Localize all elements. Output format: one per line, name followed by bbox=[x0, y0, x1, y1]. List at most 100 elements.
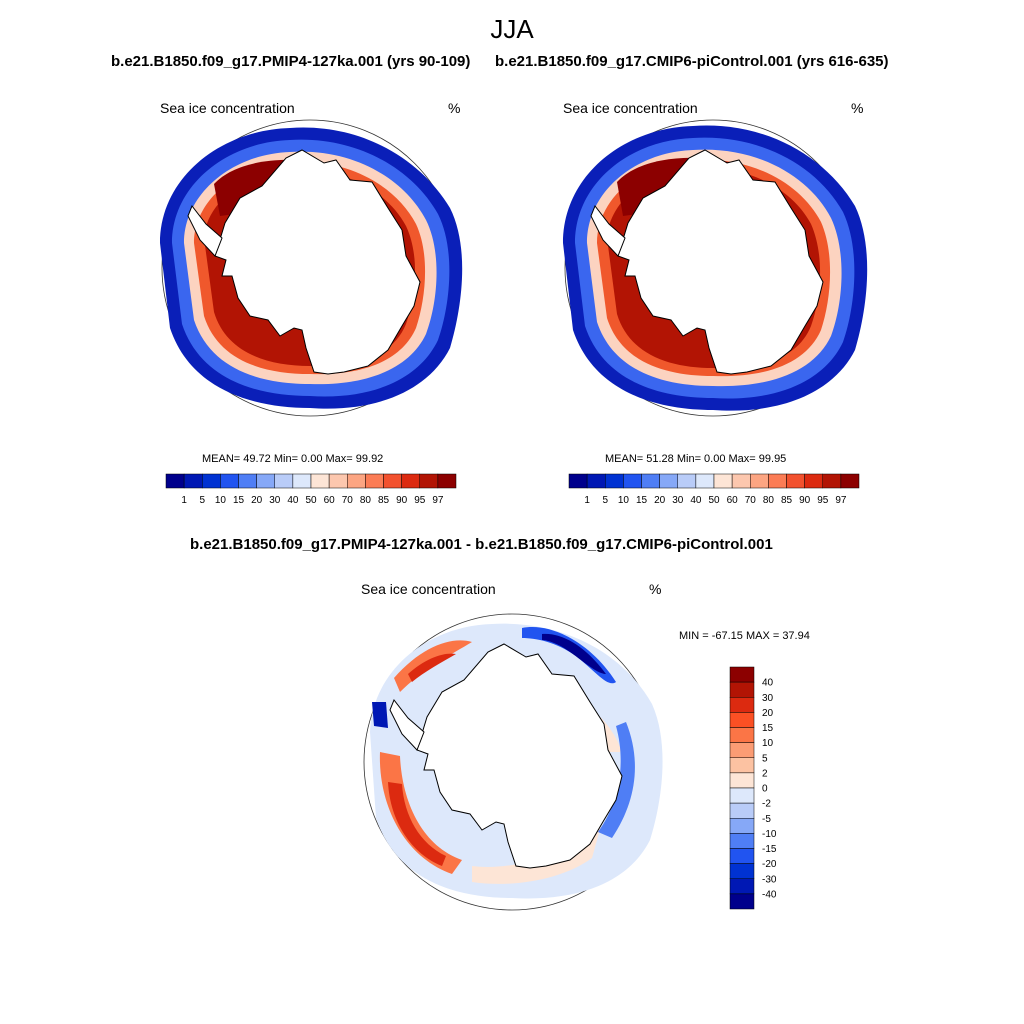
colorbar-tick-label: -5 bbox=[762, 814, 771, 825]
colorbar-tick-label: 80 bbox=[763, 495, 775, 506]
colorbar-tick-label: 70 bbox=[745, 495, 757, 506]
colorbar-tick-label: 15 bbox=[233, 495, 245, 506]
colorbar-tick-label: 50 bbox=[708, 495, 720, 506]
diff-positive-west bbox=[379, 752, 462, 874]
colorbar-swatch bbox=[729, 863, 755, 879]
panel-3-units: % bbox=[649, 581, 662, 597]
colorbar-swatch bbox=[729, 681, 755, 698]
colorbar-panel-2: 1 5 10 15 20 30 40 50 60 70 80 85 90 95 97 bbox=[568, 473, 860, 506]
colorbar-tick-label: 0 bbox=[762, 784, 768, 795]
colorbar-tick-label: 30 bbox=[269, 495, 281, 506]
colorbar-tick-label: 40 bbox=[762, 678, 774, 689]
colorbar-tick-label: 60 bbox=[727, 495, 739, 506]
colorbar-swatch bbox=[768, 473, 787, 489]
colorbar-tick-label: 1 bbox=[584, 495, 590, 506]
colorbar-swatch bbox=[568, 473, 588, 489]
colorbar-tick-label: 15 bbox=[762, 723, 774, 734]
colorbar-swatch bbox=[437, 473, 457, 489]
colorbar-swatch bbox=[729, 848, 755, 864]
colorbar-tick-label: 20 bbox=[251, 495, 263, 506]
colorbar-swatch bbox=[623, 473, 642, 489]
colorbar-swatch bbox=[292, 473, 312, 489]
colorbar-swatch bbox=[677, 473, 697, 489]
colorbar-tick-label: -20 bbox=[762, 859, 777, 870]
panel-3-variable: Sea ice concentration bbox=[361, 581, 496, 597]
colorbar-swatch bbox=[840, 473, 860, 489]
colorbar-tick-label: 2 bbox=[762, 768, 768, 779]
colorbar-swatch bbox=[729, 893, 755, 910]
figure-title: JJA bbox=[490, 14, 534, 44]
colorbar-swatch bbox=[347, 473, 366, 489]
colorbar-tick-label: 5 bbox=[199, 495, 205, 506]
colorbar-swatch bbox=[729, 818, 755, 834]
diff-positive-east bbox=[472, 822, 602, 884]
map-picontrol bbox=[563, 119, 868, 417]
colorbar-swatch bbox=[328, 473, 348, 489]
colorbar-swatch bbox=[731, 473, 751, 489]
colorbar-swatch bbox=[729, 757, 755, 774]
colorbar-tick-label: 85 bbox=[378, 495, 390, 506]
colorbar-swatch bbox=[383, 473, 402, 489]
colorbar-swatch bbox=[401, 473, 420, 489]
panel-1-variable: Sea ice concentration bbox=[160, 100, 295, 116]
colorbar-swatch bbox=[238, 473, 257, 489]
colorbar-tick-label: 60 bbox=[324, 495, 336, 506]
colorbar-tick-label: 30 bbox=[762, 693, 774, 704]
colorbar-tick-label: 40 bbox=[287, 495, 299, 506]
panel-3-title: b.e21.B1850.f09_g17.PMIP4-127ka.001 - b.… bbox=[190, 536, 773, 553]
colorbar-tick-label: -40 bbox=[762, 889, 777, 900]
colorbar-swatch bbox=[713, 473, 733, 489]
colorbar-tick-label: 5 bbox=[602, 495, 608, 506]
colorbar-tick-label: 20 bbox=[762, 708, 774, 719]
colorbar-tick-label: 80 bbox=[360, 495, 372, 506]
colorbar-tick-label: 95 bbox=[817, 495, 829, 506]
map-difference bbox=[363, 613, 663, 911]
colorbar-swatch bbox=[729, 712, 755, 728]
colorbar-tick-label: 50 bbox=[305, 495, 317, 506]
colorbar-swatch bbox=[822, 473, 842, 489]
panel-2-title: b.e21.B1850.f09_g17.CMIP6-piControl.001 … bbox=[495, 53, 889, 70]
panel-1-units: % bbox=[448, 100, 461, 116]
colorbar-tick-label: 85 bbox=[781, 495, 793, 506]
colorbar-panel-1: 1 5 10 15 20 30 40 50 60 70 80 85 90 95 97 bbox=[165, 473, 457, 506]
colorbar-swatch bbox=[641, 473, 660, 489]
colorbar-swatch bbox=[659, 473, 678, 489]
colorbar-swatch bbox=[365, 473, 384, 489]
colorbar-tick-label: 40 bbox=[690, 495, 702, 506]
colorbar-tick-label: -15 bbox=[762, 844, 777, 855]
diff-positive-west-core bbox=[388, 782, 446, 866]
colorbar-tick-label: 70 bbox=[342, 495, 354, 506]
panel-2-units: % bbox=[851, 100, 864, 116]
colorbar-swatch bbox=[729, 666, 755, 683]
colorbar-swatch bbox=[804, 473, 823, 489]
colorbar-swatch bbox=[586, 473, 606, 489]
colorbar-swatch bbox=[729, 727, 755, 743]
colorbar-tick-label: 90 bbox=[799, 495, 811, 506]
colorbar-tick-label: 1 bbox=[181, 495, 187, 506]
colorbar-swatch bbox=[729, 742, 755, 758]
colorbar-tick-label: 90 bbox=[396, 495, 408, 506]
diff-negative-ne-core bbox=[542, 633, 606, 674]
colorbar-swatch bbox=[729, 787, 755, 804]
colorbar-swatch bbox=[786, 473, 805, 489]
colorbar-swatch bbox=[729, 697, 755, 713]
colorbar-tick-label: 30 bbox=[672, 495, 684, 506]
colorbar-swatch bbox=[695, 473, 715, 489]
colorbar-swatch bbox=[750, 473, 769, 489]
colorbar-swatch bbox=[729, 802, 755, 819]
diff-negative-east bbox=[598, 722, 635, 838]
colorbar-tick-label: -30 bbox=[762, 874, 777, 885]
colorbar-tick-label: 97 bbox=[432, 495, 444, 506]
colorbar-swatch bbox=[729, 833, 755, 849]
colorbar-swatch bbox=[310, 473, 330, 489]
colorbar-tick-label: 10 bbox=[215, 495, 227, 506]
colorbar-tick-label: 10 bbox=[762, 738, 774, 749]
colorbar-tick-label: 20 bbox=[654, 495, 666, 506]
colorbar-swatch bbox=[729, 878, 755, 895]
colorbar-tick-label: 5 bbox=[762, 753, 768, 764]
map-127ka bbox=[160, 119, 463, 417]
panel-2-stats: MEAN= 51.28 Min= 0.00 Max= 99.95 bbox=[605, 453, 787, 465]
colorbar-swatch bbox=[419, 473, 439, 489]
colorbar-swatch bbox=[605, 473, 624, 489]
